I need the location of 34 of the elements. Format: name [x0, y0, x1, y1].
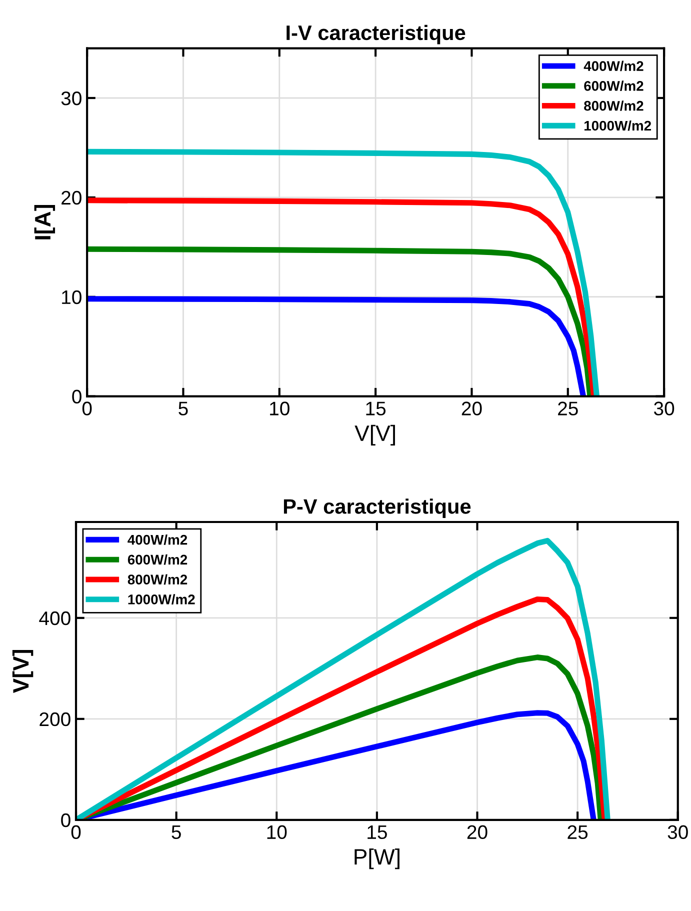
- y-axis-title: V[V]: [12, 650, 34, 694]
- y-tick-label: 200: [40, 712, 70, 726]
- x-tick-label: 30: [654, 402, 674, 416]
- legend-label: 600W/m2: [584, 80, 644, 92]
- legend-label: 800W/m2: [584, 100, 644, 111]
- x-tick-label: 0: [82, 402, 92, 416]
- y-tick-label: 10: [62, 290, 82, 304]
- legend-label: 800W/m2: [128, 574, 188, 585]
- x-axis-title: V[V]: [354, 424, 395, 446]
- y-axis-title: I[A]: [34, 205, 56, 240]
- x-tick-label: 15: [368, 825, 387, 840]
- x-tick-label: 20: [467, 825, 488, 840]
- x-tick-label: 20: [462, 402, 482, 416]
- legend-label: 600W/m2: [128, 554, 188, 565]
- x-tick-label: 5: [172, 825, 181, 840]
- x-tick-label: 25: [558, 402, 578, 416]
- y-tick-label: 0: [61, 813, 70, 828]
- legend-label: 400W/m2: [584, 60, 644, 72]
- legend-label: 400W/m2: [128, 534, 188, 545]
- legend-label: 1000W/m2: [128, 594, 195, 605]
- x-tick-label: 15: [366, 402, 386, 416]
- y-tick-label: 400: [39, 611, 70, 626]
- x-tick-label: 25: [568, 825, 588, 840]
- x-tick-label: 5: [178, 402, 188, 416]
- legend-label: 1000W/m2: [584, 120, 651, 131]
- y-tick-label: 0: [72, 390, 82, 404]
- y-tick-label: 30: [61, 91, 82, 106]
- chart-title: I-V caracteristique: [286, 24, 466, 44]
- x-axis-title: P[W]: [354, 848, 400, 870]
- chart-title: P-V caracteristique: [284, 498, 471, 518]
- x-tick-label: 10: [267, 825, 287, 840]
- x-tick-label: 30: [668, 825, 688, 840]
- x-tick-label: 10: [270, 402, 290, 416]
- y-tick-label: 20: [62, 190, 82, 205]
